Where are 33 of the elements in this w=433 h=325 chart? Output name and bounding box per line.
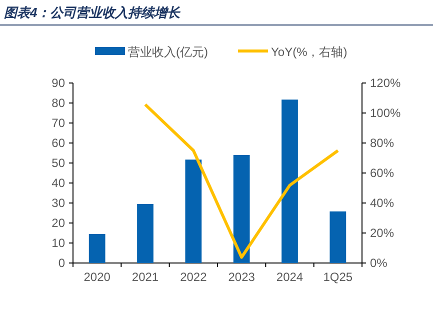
y-tick-label: 0 <box>58 256 66 270</box>
y2-tick-label: 120% <box>370 76 402 90</box>
x-tick-label: 1Q25 <box>323 270 353 284</box>
bar <box>330 211 346 263</box>
y-tick-label: 20 <box>52 216 66 230</box>
y2-tick-label: 40% <box>370 196 394 210</box>
bar <box>282 100 298 263</box>
y2-tick-label: 0% <box>370 256 388 270</box>
y-tick-label: 10 <box>52 236 66 250</box>
y-tick-label: 80 <box>52 96 66 110</box>
x-tick-label: 2020 <box>84 270 111 284</box>
y-tick-label: 70 <box>52 116 66 130</box>
y2-tick-label: 80% <box>370 136 394 150</box>
y-tick-label: 50 <box>52 156 66 170</box>
bar <box>137 204 154 263</box>
legend-label: 营业收入(亿元) <box>128 45 208 59</box>
x-tick-label: 2021 <box>132 270 159 284</box>
bar <box>88 234 106 263</box>
y-tick-label: 40 <box>52 176 66 190</box>
y2-tick-label: 60% <box>370 166 394 180</box>
y2-tick-label: 20% <box>370 226 394 240</box>
bar <box>233 155 250 263</box>
line-series <box>144 103 340 259</box>
x-tick-label: 2023 <box>228 270 256 284</box>
y-tick-label: 90 <box>52 76 66 90</box>
chart-title: 图表4：公司营业收入持续增长 <box>4 5 182 20</box>
y2-tick-label: 100% <box>370 106 402 120</box>
legend-label: YoY(%，右轴) <box>271 45 348 59</box>
x-tick-label: 2024 <box>276 270 304 284</box>
bar <box>185 160 202 263</box>
x-tick-label: 2022 <box>180 270 208 284</box>
y-tick-label: 30 <box>52 196 66 210</box>
y-tick-label: 60 <box>52 136 66 150</box>
